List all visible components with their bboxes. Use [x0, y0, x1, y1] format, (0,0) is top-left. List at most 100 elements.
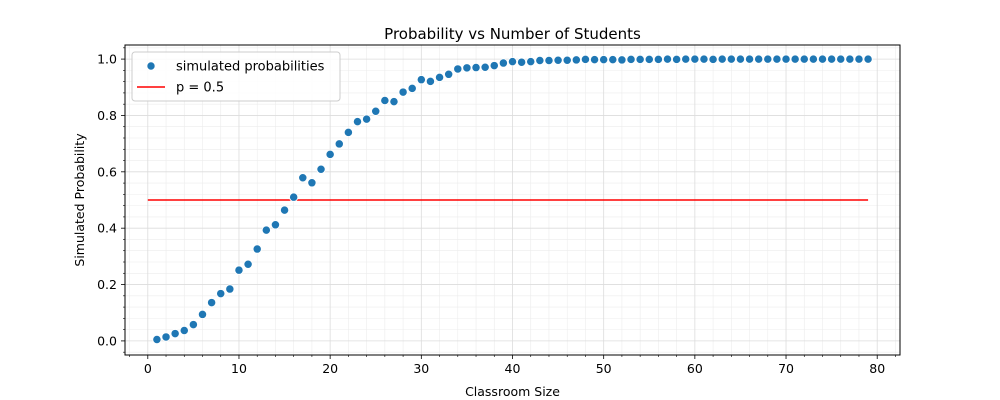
data-point [471, 62, 481, 73]
data-point [699, 54, 709, 64]
data-point [380, 95, 390, 106]
data-point [863, 54, 873, 64]
x-tick-label: 10 [231, 361, 247, 376]
x-tick-label: 30 [413, 361, 429, 376]
data-point [243, 259, 253, 269]
data-point [389, 96, 399, 107]
data-point [480, 62, 490, 72]
data-point [608, 55, 618, 65]
data-point [252, 244, 262, 254]
data-point [662, 54, 673, 64]
data-point [188, 319, 199, 330]
data-point [216, 288, 226, 299]
data-point [371, 106, 381, 116]
data-point [289, 192, 299, 202]
data-point [808, 54, 819, 64]
data-point [544, 55, 554, 66]
data-point [161, 332, 171, 342]
data-point [325, 149, 335, 159]
data-point [270, 220, 281, 230]
data-point [726, 54, 736, 64]
data-point [334, 139, 344, 149]
x-tick-label: 60 [687, 361, 703, 376]
data-point [225, 284, 235, 294]
data-point [307, 178, 317, 188]
data-point [763, 54, 773, 64]
data-point [361, 114, 372, 124]
data-point [526, 56, 536, 67]
data-point [407, 83, 417, 94]
data-point [744, 54, 755, 64]
data-point [589, 55, 600, 65]
data-point [434, 72, 445, 83]
data-point [690, 54, 700, 64]
data-point [826, 54, 837, 64]
data-point [644, 54, 654, 65]
data-point [799, 54, 809, 64]
data-point [261, 225, 271, 235]
x-tick-label: 20 [322, 361, 338, 376]
data-point [817, 54, 828, 64]
data-point [735, 54, 746, 64]
data-point [580, 54, 591, 65]
data-point [653, 54, 664, 65]
data-point [425, 76, 436, 87]
data-point [571, 55, 581, 65]
data-point [790, 54, 800, 64]
data-point [845, 54, 855, 64]
data-point [462, 63, 472, 73]
axis-ticks: 0 10 20 30 40 50 60 70 80 0.0 0.2 0.4 0.6 0.8 1.0 [97, 47, 896, 376]
data-point [152, 334, 162, 345]
data-point [708, 54, 718, 65]
x-tick-label: 0 [144, 361, 152, 376]
data-point [535, 55, 545, 66]
data-point [516, 57, 527, 67]
data-point [416, 75, 426, 85]
data-point [170, 328, 180, 339]
data-point [316, 164, 326, 174]
y-tick-label: 0.2 [97, 277, 117, 292]
data-point [671, 54, 682, 65]
data-point [617, 55, 627, 65]
data-point [489, 60, 499, 71]
x-axis-label: Classroom Size [465, 384, 560, 399]
data-point [444, 69, 454, 79]
data-point [298, 173, 308, 183]
data-point [197, 309, 208, 320]
y-tick-label: 0.8 [97, 108, 117, 123]
legend-label-line: p = 0.5 [176, 81, 224, 96]
data-point [206, 297, 217, 308]
legend-label-scatter: simulated probabilities [176, 60, 325, 75]
plot-series [147, 54, 873, 345]
data-point [836, 54, 846, 64]
y-tick-label: 0.4 [97, 221, 117, 236]
data-point [562, 55, 572, 65]
x-tick-label: 80 [869, 361, 885, 376]
x-tick-label: 40 [505, 361, 521, 376]
data-point [681, 54, 691, 64]
legend-box [131, 51, 341, 102]
data-point [343, 127, 354, 138]
data-point [717, 54, 727, 64]
data-point [599, 55, 609, 65]
data-point [772, 54, 782, 64]
data-point [626, 54, 636, 65]
legend-marker-scatter [146, 61, 156, 71]
legend: simulated probabilities p = 0.5 [131, 51, 341, 102]
data-point [781, 54, 791, 64]
y-tick-label: 0.6 [97, 164, 117, 179]
data-point [453, 64, 463, 74]
data-point [179, 325, 189, 336]
y-tick-label: 1.0 [97, 52, 117, 67]
x-tick-label: 50 [596, 361, 612, 376]
y-axis-label: Simulated Probability [72, 133, 87, 267]
x-tick-label: 70 [778, 361, 794, 376]
data-point [498, 58, 509, 68]
data-point [635, 54, 645, 65]
chart-title: Probability vs Number of Students [384, 25, 641, 43]
data-point [398, 87, 408, 97]
data-point [754, 54, 764, 64]
y-tick-label: 0.0 [97, 333, 117, 348]
data-point [279, 205, 290, 215]
